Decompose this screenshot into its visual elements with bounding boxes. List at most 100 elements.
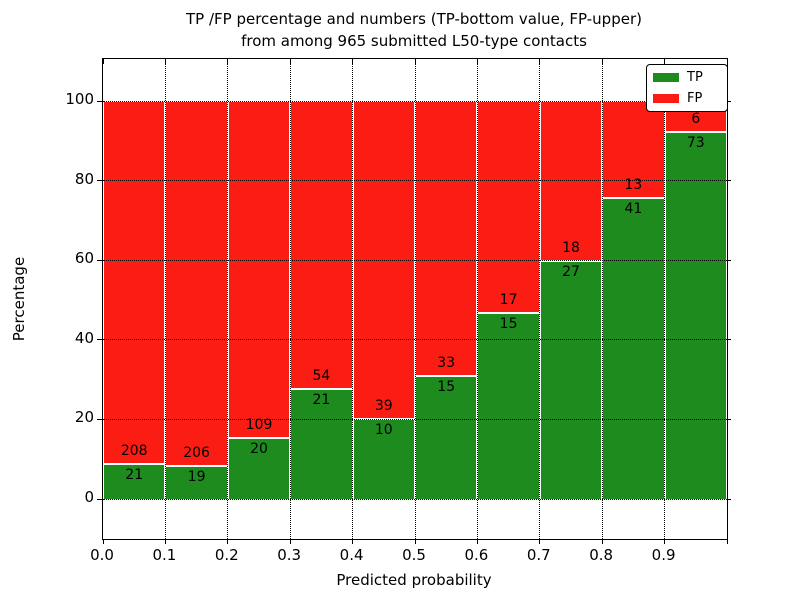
- x-tick-mark-top: [414, 59, 416, 64]
- bar-segment-tp: [416, 374, 477, 499]
- bar-segment-tp: [291, 387, 352, 499]
- bar-count-label-fp: 208: [120, 442, 148, 459]
- x-axis-label: Predicted probability: [336, 571, 492, 589]
- bar-column: 17 15: [477, 59, 539, 539]
- x-tick-label: 0.6: [464, 546, 489, 564]
- chart-title-line2: from among 965 submitted L50-type contac…: [241, 32, 587, 50]
- bar-column: 13 41: [602, 59, 664, 539]
- y-axis-label: Percentage: [10, 256, 28, 342]
- y-tick-label: 0: [84, 488, 94, 506]
- bar-column: 109 20: [228, 59, 290, 539]
- chart-title: TP /FP percentage and numbers (TP-bottom…: [102, 8, 726, 52]
- vertical-gridline: [352, 59, 354, 539]
- legend-label-tp: TP: [687, 70, 703, 85]
- x-tick-mark: [289, 539, 291, 544]
- bar-count-label-fp: 109: [245, 417, 273, 434]
- y-tick-mark-right: [727, 100, 731, 102]
- vertical-gridline: [601, 59, 603, 539]
- x-tick-mark-top: [102, 59, 104, 64]
- bar-segment-fp: [291, 101, 352, 388]
- y-tick-mark-right: [727, 180, 731, 182]
- fp-color-swatch: [653, 94, 679, 103]
- x-tick-mark-top: [164, 59, 166, 64]
- y-tick-mark: [97, 180, 102, 182]
- bar-segment-tp: [665, 131, 726, 499]
- x-tick-mark: [664, 539, 666, 544]
- y-tick-label: 60: [74, 249, 94, 268]
- legend: TP FP: [646, 64, 728, 112]
- bar-count-label-fp: 54: [312, 367, 331, 384]
- y-tick-mark-right: [727, 339, 731, 341]
- bar-column: 6 73: [665, 59, 727, 539]
- y-tick-mark-right: [727, 259, 731, 261]
- x-tick-label: 0.9: [651, 546, 676, 564]
- x-tick-mark: [164, 539, 166, 544]
- vertical-gridline: [539, 59, 541, 539]
- bar-column: 54 21: [290, 59, 352, 539]
- x-tick-label: 0.1: [152, 546, 177, 564]
- x-tick-mark-top: [726, 59, 728, 64]
- x-tick-mark: [601, 539, 603, 544]
- bar-segment-tp: [228, 437, 290, 499]
- x-tick-label: 0.0: [90, 546, 114, 564]
- bar-count-label-tp: 21: [312, 391, 331, 408]
- x-tick-mark: [352, 539, 354, 544]
- x-tick-mark-top: [476, 59, 478, 64]
- bar-segment-fp: [228, 101, 290, 438]
- x-tick-mark-top: [352, 59, 354, 64]
- bar-count-label-fp: 6: [691, 111, 701, 128]
- y-tick-label: 100: [65, 90, 94, 108]
- bar-segment-fp: [353, 101, 414, 418]
- bar-count-label-tp: 73: [686, 135, 705, 152]
- legend-label-fp: FP: [687, 91, 703, 106]
- bar-count-label-tp: 19: [187, 469, 206, 486]
- bar-column: 18 27: [540, 59, 602, 539]
- bar-segment-fp: [166, 101, 227, 466]
- x-tick-label: 0.2: [214, 546, 239, 564]
- bar-segment-tp: [478, 312, 539, 499]
- bar-count-label-fp: 17: [499, 292, 518, 309]
- x-tick-mark: [227, 539, 229, 544]
- bar-segment-tp: [540, 260, 602, 499]
- x-tick-label: 0.5: [402, 546, 426, 564]
- y-tick-label: 20: [74, 408, 94, 427]
- bar-column: 39 10: [353, 59, 415, 539]
- x-tick-mark-top: [601, 59, 603, 64]
- y-tick-label: 80: [74, 169, 94, 188]
- bar-segment-tp: [166, 465, 227, 499]
- y-tick-mark-right: [727, 498, 731, 500]
- x-tick-mark: [414, 539, 416, 544]
- y-tick-mark-right: [727, 418, 731, 420]
- legend-item-fp: FP: [653, 91, 721, 106]
- x-tick-label: 0.4: [339, 546, 364, 564]
- x-tick-mark-top: [539, 59, 541, 64]
- bar-column: 33 15: [415, 59, 477, 539]
- vertical-gridline: [414, 59, 416, 539]
- vertical-gridline: [289, 59, 291, 539]
- bar-segment-fp: [416, 101, 477, 375]
- x-tick-mark: [539, 539, 541, 544]
- x-tick-label: 0.3: [277, 546, 302, 564]
- vertical-gridline: [476, 59, 478, 539]
- tp-color-swatch: [653, 73, 679, 82]
- x-tick-mark-top: [664, 59, 666, 64]
- x-tick-label: 0.8: [589, 546, 614, 564]
- bar-segment-fp: [104, 101, 165, 463]
- y-tick-label: 40: [74, 328, 94, 347]
- vertical-gridline: [227, 59, 229, 539]
- bar-count-label-fp: 33: [437, 354, 456, 371]
- bar-count-label-tp: 15: [437, 378, 456, 395]
- vertical-gridline: [664, 59, 666, 539]
- bar-count-label-tp: 10: [374, 421, 393, 438]
- bar-segment-tp: [104, 462, 165, 499]
- x-tick-mark-top: [289, 59, 291, 64]
- bar-count-label-tp: 21: [125, 466, 144, 483]
- plot-area: TP FP 208 21 206 19 109 20 54 21 39 10 33 15 17 15 18 2…: [97, 58, 731, 544]
- bar-count-label-fp: 13: [624, 176, 643, 193]
- bar-count-label-tp: 20: [250, 441, 268, 458]
- legend-item-tp: TP: [653, 70, 721, 85]
- bar-count-label-fp: 18: [562, 240, 580, 257]
- x-tick-mark: [476, 539, 478, 544]
- bar-count-label-fp: 39: [374, 397, 393, 414]
